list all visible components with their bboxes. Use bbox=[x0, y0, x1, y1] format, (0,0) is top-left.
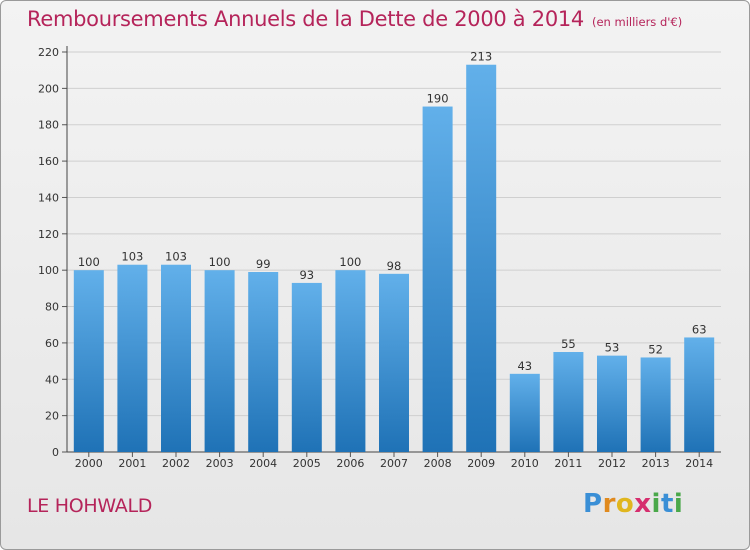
labels: 0 20 40 60 80 100 120 140 160 180 200 220 100 2000 103… bbox=[38, 46, 713, 470]
commune-name: LE HOHWALD bbox=[27, 495, 153, 517]
x-tick-label: 2011 bbox=[554, 457, 582, 470]
bar-value-label: 190 bbox=[427, 92, 449, 106]
y-tick-label: 120 bbox=[38, 228, 59, 241]
logo-letter: P bbox=[583, 489, 603, 519]
bar bbox=[117, 264, 148, 452]
bar bbox=[466, 64, 497, 453]
bar-value-label: 213 bbox=[470, 50, 492, 64]
x-tick-label: 2008 bbox=[424, 457, 452, 470]
bar bbox=[248, 272, 279, 452]
y-tick-label: 200 bbox=[38, 82, 59, 95]
bar-value-label: 93 bbox=[299, 268, 314, 282]
bar-value-label: 55 bbox=[561, 337, 576, 351]
chart-title-text: Remboursements Annuels de la Dette de 20… bbox=[27, 7, 584, 31]
bar bbox=[204, 270, 235, 452]
bar bbox=[597, 355, 627, 452]
bar-value-label: 100 bbox=[209, 255, 231, 269]
x-tick-label: 2004 bbox=[249, 457, 277, 470]
logo-letter: t bbox=[660, 489, 674, 519]
x-tick-label: 2003 bbox=[206, 457, 234, 470]
bar bbox=[73, 270, 104, 452]
x-tick-label: 2002 bbox=[162, 457, 190, 470]
logo-letter: o bbox=[615, 489, 635, 519]
y-tick-label: 20 bbox=[45, 410, 59, 423]
x-tick-label: 2005 bbox=[293, 457, 321, 470]
x-tick-label: 2000 bbox=[75, 457, 103, 470]
logo-letter: i bbox=[673, 489, 684, 519]
x-tick-label: 2001 bbox=[118, 457, 146, 470]
bar-value-label: 43 bbox=[517, 359, 532, 373]
logo-letter: r bbox=[602, 489, 616, 519]
bar bbox=[291, 282, 322, 452]
logo-letter: i bbox=[651, 489, 661, 519]
bar-value-label: 100 bbox=[78, 255, 100, 269]
y-tick-label: 140 bbox=[38, 191, 59, 204]
bars bbox=[73, 64, 715, 453]
x-tick-label: 2013 bbox=[642, 457, 670, 470]
x-tick-label: 2010 bbox=[511, 457, 539, 470]
bar bbox=[379, 273, 409, 452]
y-tick-label: 60 bbox=[45, 337, 59, 350]
x-tick-label: 2009 bbox=[467, 457, 495, 470]
bar-value-label: 99 bbox=[256, 257, 271, 271]
bar-value-label: 63 bbox=[692, 322, 707, 336]
bar-value-label: 52 bbox=[648, 342, 663, 356]
x-tick-label: 2012 bbox=[598, 457, 626, 470]
y-tick-label: 0 bbox=[52, 446, 59, 459]
x-tick-label: 2006 bbox=[336, 457, 364, 470]
y-tick-label: 180 bbox=[38, 119, 59, 132]
bar bbox=[422, 106, 453, 452]
chart-title: Remboursements Annuels de la Dette de 20… bbox=[27, 7, 682, 31]
bar bbox=[553, 352, 584, 452]
bar bbox=[335, 270, 366, 452]
bar-value-label: 103 bbox=[121, 250, 143, 264]
bar bbox=[161, 264, 191, 452]
x-tick-label: 2014 bbox=[685, 457, 713, 470]
bar bbox=[509, 373, 540, 452]
bar-value-label: 100 bbox=[339, 255, 361, 269]
logo-letter: x bbox=[634, 489, 652, 519]
bar-value-label: 98 bbox=[387, 259, 402, 273]
y-tick-label: 40 bbox=[45, 373, 59, 386]
bar bbox=[684, 337, 715, 452]
y-tick-label: 80 bbox=[45, 301, 59, 314]
proxiti-logo: Proxiti bbox=[583, 489, 683, 519]
x-tick-label: 2007 bbox=[380, 457, 408, 470]
bar bbox=[640, 357, 671, 452]
bar-value-label: 53 bbox=[605, 341, 620, 355]
chart-subtitle: (en milliers d'€) bbox=[592, 15, 683, 29]
y-tick-label: 220 bbox=[38, 46, 59, 59]
y-tick-label: 100 bbox=[38, 264, 59, 277]
y-tick-label: 160 bbox=[38, 155, 59, 168]
bar-value-label: 103 bbox=[165, 250, 187, 264]
